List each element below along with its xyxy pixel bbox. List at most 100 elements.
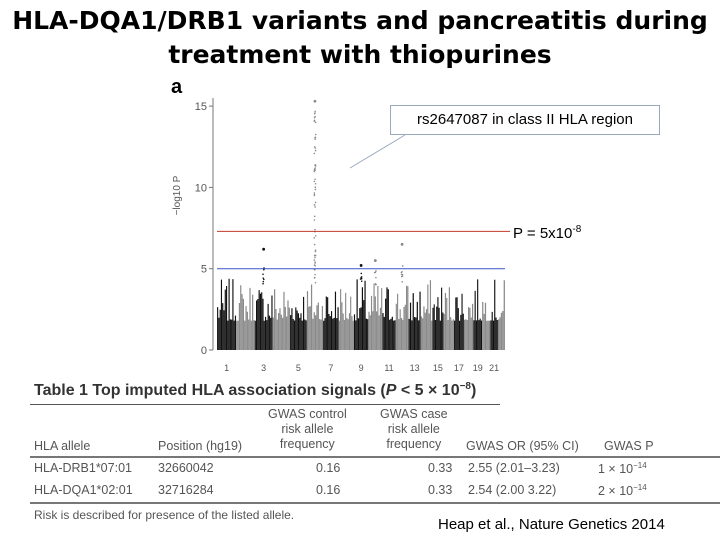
table-title-mid: < 5 × 10 <box>396 382 460 399</box>
table-footnote: Risk is described for presence of the li… <box>34 508 295 522</box>
chromosome-19-points <box>473 279 483 350</box>
row-1-or: 2.55 (2.01–3.23) <box>468 461 560 475</box>
chromosome-3-points <box>254 290 273 350</box>
y-tick-label-0: 0 <box>201 345 207 357</box>
x-tick-label-19: 19 <box>473 363 483 373</box>
row-2-position: 32716284 <box>158 483 214 497</box>
association-table: Table 1 Top imputed HLA association sign… <box>30 377 500 405</box>
header-ctrl-1: GWAS control <box>268 407 347 421</box>
chromosome-13-points <box>408 291 421 350</box>
row-2-ctrl: 0.16 <box>316 483 341 497</box>
x-tick-label-3: 3 <box>261 363 266 373</box>
pvalue-text: P = 5x10 <box>513 225 573 242</box>
header-case-1: GWAS case <box>380 407 448 421</box>
top-hit-point <box>313 99 317 103</box>
y-axis-label: −log10 P <box>172 175 183 215</box>
peak-chr12-column <box>400 265 404 283</box>
header-allele: HLA allele <box>34 439 91 453</box>
chromosome-1-points <box>217 278 237 350</box>
peak-chr3-column <box>262 267 265 285</box>
row-2-p-exp: −14 <box>633 483 647 492</box>
x-tick-label-7: 7 <box>328 363 333 373</box>
callout-box: rs2647087 in class II HLA region <box>390 105 660 135</box>
x-tick-label-5: 5 <box>296 363 301 373</box>
header-rule <box>30 456 720 458</box>
chromosome-21-points <box>490 279 498 350</box>
row-1-p-exp: −14 <box>633 461 647 470</box>
table-bottom-rule <box>30 502 720 504</box>
chromosome-10-points <box>368 283 383 350</box>
row-2-allele: HLA-DQA1*02:01 <box>34 483 133 497</box>
peak-chr10-column <box>373 270 377 286</box>
header-ctrl-3: frequency <box>279 437 335 451</box>
title-line-1: HLA-DQA1/DRB1 variants and pancreatitis … <box>12 6 708 35</box>
table-title-p: P <box>385 382 397 399</box>
slide-title: HLA-DQA1/DRB1 variants and pancreatitis … <box>0 4 720 72</box>
x-tick-label-15: 15 <box>433 363 443 373</box>
chromosome-8-points <box>338 289 354 350</box>
header-ctrl-2: risk allele <box>281 422 334 436</box>
header-case-3: frequency <box>386 437 442 451</box>
table-title-suffix: ) <box>471 382 477 399</box>
chromosome-12-points <box>395 285 409 350</box>
panel-letter: a <box>171 76 183 98</box>
citation: Heap et al., Nature Genetics 2014 <box>438 516 665 533</box>
y-tick-label-10: 10 <box>195 182 207 194</box>
row-1-p: 1 × 10−14 <box>598 461 647 476</box>
row-1-ctrl: 0.16 <box>316 461 341 475</box>
plot-points <box>217 99 505 350</box>
table-title-exponent: −8 <box>459 381 471 392</box>
chromosome-6-points <box>306 284 323 350</box>
pvalue-threshold-label: P = 5x10-8 <box>513 224 581 242</box>
chromosome-18-points <box>463 303 474 350</box>
table-body: GWAS control risk allele frequency GWAS … <box>30 405 720 515</box>
peak-chr3 <box>262 247 266 251</box>
chromosome-22-points <box>498 280 505 350</box>
chromosome-15-points <box>432 287 444 350</box>
pvalue-exponent: -8 <box>572 224 582 235</box>
chromosome-5-points <box>290 296 307 350</box>
row-1-allele: HLA-DRB1*07:01 <box>34 461 132 475</box>
x-tick-label-17: 17 <box>454 363 464 373</box>
x-tick-label-11: 11 <box>384 363 393 373</box>
chromosome-14-points <box>420 280 433 350</box>
header-or: GWAS OR (95% CI) <box>466 439 579 453</box>
peak-chr12 <box>400 242 404 246</box>
chromosome-11-points <box>382 287 396 350</box>
peak-chr9-column <box>359 272 363 282</box>
chromosome-17-points <box>454 293 464 350</box>
chromosome-20-points <box>482 302 491 350</box>
row-1-case: 0.33 <box>428 461 453 475</box>
header-position: Position (hg19) <box>158 439 243 453</box>
title-line-2: treatment with thiopurines <box>168 40 552 69</box>
header-p: GWAS P <box>604 439 654 453</box>
chromosome-9-points <box>353 279 369 350</box>
row-1-position: 32660042 <box>158 461 214 475</box>
x-tick-label-13: 13 <box>410 363 420 373</box>
table-title: Table 1 Top imputed HLA association sign… <box>30 377 500 405</box>
row-2-p: 2 × 10−14 <box>598 483 647 498</box>
chromosome-2-points <box>236 285 255 350</box>
top-hit-point-column <box>313 110 317 284</box>
x-tick-label-21: 21 <box>489 363 499 373</box>
row-2-case: 0.33 <box>428 483 453 497</box>
chromosome-4-points <box>272 289 290 350</box>
y-tick-label-15: 15 <box>195 101 207 113</box>
callout-pointer <box>349 134 406 169</box>
chromosome-16-points <box>443 287 454 350</box>
row-1-p-base: 1 × 10 <box>598 462 634 477</box>
x-tick-label-9: 9 <box>359 363 364 373</box>
peak-chr9 <box>359 264 363 267</box>
peak-chr10 <box>373 259 377 262</box>
chromosome-7-points <box>323 291 339 350</box>
header-case-2: risk allele <box>387 422 440 436</box>
header-case-freq: GWAS case risk allele frequency <box>380 407 448 452</box>
header-control-freq: GWAS control risk allele frequency <box>268 407 347 452</box>
row-2-or: 2.54 (2.00 3.22) <box>468 483 557 497</box>
table-title-prefix: Table 1 Top imputed HLA association sign… <box>34 382 386 399</box>
y-tick-label-5: 5 <box>201 264 207 276</box>
x-tick-label-1: 1 <box>224 363 229 373</box>
row-2-p-base: 2 × 10 <box>598 484 634 499</box>
